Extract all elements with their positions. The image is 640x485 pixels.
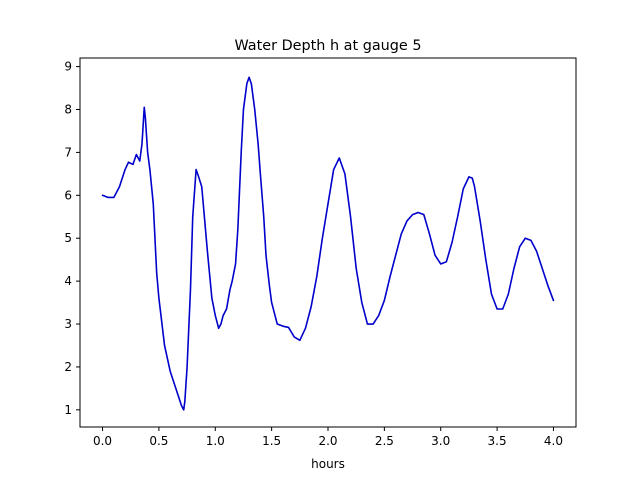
x-tick-label: 0.0 <box>93 434 112 448</box>
y-tick-label: 1 <box>64 403 72 417</box>
x-tick-label: 0.5 <box>149 434 168 448</box>
x-tick-label: 3.5 <box>488 434 507 448</box>
chart-title: Water Depth h at gauge 5 <box>234 38 421 54</box>
x-axis-label: hours <box>311 457 345 471</box>
x-tick-label: 2.0 <box>318 434 337 448</box>
y-tick-label: 7 <box>64 145 72 159</box>
x-axis-ticks: 0.0 0.5 1.0 1.5 2.0 2.5 3.0 3.5 4.0 <box>93 427 563 448</box>
y-tick-label: 5 <box>64 231 72 245</box>
x-tick-label: 2.5 <box>375 434 394 448</box>
x-tick-label: 1.5 <box>262 434 281 448</box>
y-tick-label: 9 <box>64 60 72 74</box>
y-tick-label: 3 <box>64 317 72 331</box>
y-tick-label: 8 <box>64 102 72 116</box>
y-tick-label: 4 <box>64 274 72 288</box>
series-line-0 <box>101 76 555 411</box>
y-tick-label: 2 <box>64 360 72 374</box>
x-tick-label: 3.0 <box>431 434 450 448</box>
y-axis-ticks: 1 2 3 4 5 6 7 8 9 <box>64 60 80 417</box>
x-tick-label: 4.0 <box>544 434 563 448</box>
x-tick-label: 1.0 <box>206 434 225 448</box>
y-tick-label: 6 <box>64 188 72 202</box>
